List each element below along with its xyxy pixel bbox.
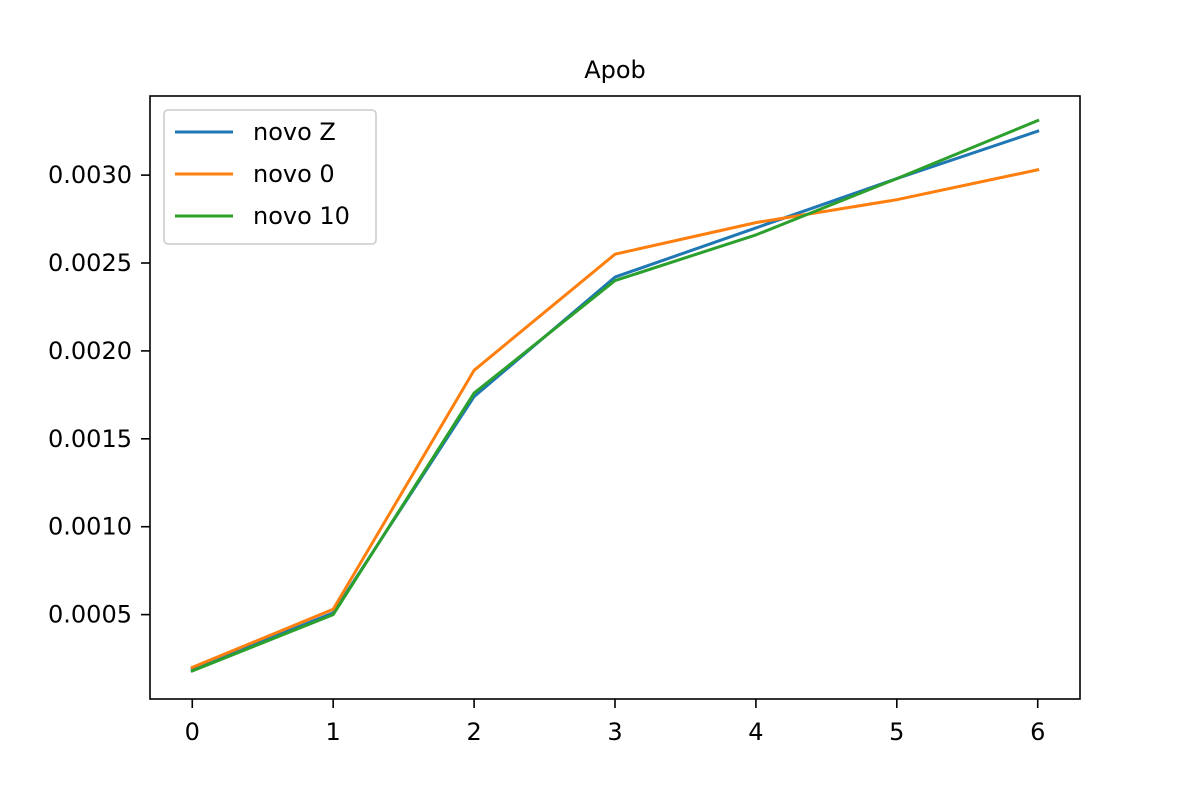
x-tick-label: 2	[466, 718, 481, 746]
x-axis: 0 1 2 3 4 5 6	[185, 699, 1045, 746]
y-tick-label: 0.0020	[48, 337, 132, 365]
y-axis: 0.0005 0.0010 0.0015 0.0020 0.0025 0.0030	[48, 161, 150, 629]
y-tick-label: 0.0030	[48, 161, 132, 189]
plot-lines	[190, 118, 1040, 673]
legend-box	[163, 109, 377, 245]
x-tick-label: 6	[1030, 718, 1045, 746]
legend-label: novo 10	[253, 202, 350, 230]
y-tick-label: 0.0015	[48, 425, 132, 453]
x-tick-label: 3	[607, 718, 622, 746]
legend-label: novo 0	[253, 160, 335, 188]
legend-label: novo Z	[253, 118, 336, 146]
x-tick-label: 0	[185, 718, 200, 746]
series-line-novo-10	[190, 118, 1040, 673]
y-tick-label: 0.0025	[48, 249, 132, 277]
plot-frame	[149, 95, 1081, 700]
y-tick-label: 0.0005	[48, 601, 132, 629]
chart-title: Apob	[584, 56, 646, 84]
legend: novo Z novo 0 novo 10	[163, 109, 377, 245]
y-tick-label: 0.0010	[48, 513, 132, 541]
x-tick-label: 5	[889, 718, 904, 746]
x-tick-label: 4	[748, 718, 763, 746]
series-line-novo-0	[190, 168, 1040, 670]
x-tick-label: 1	[326, 718, 341, 746]
